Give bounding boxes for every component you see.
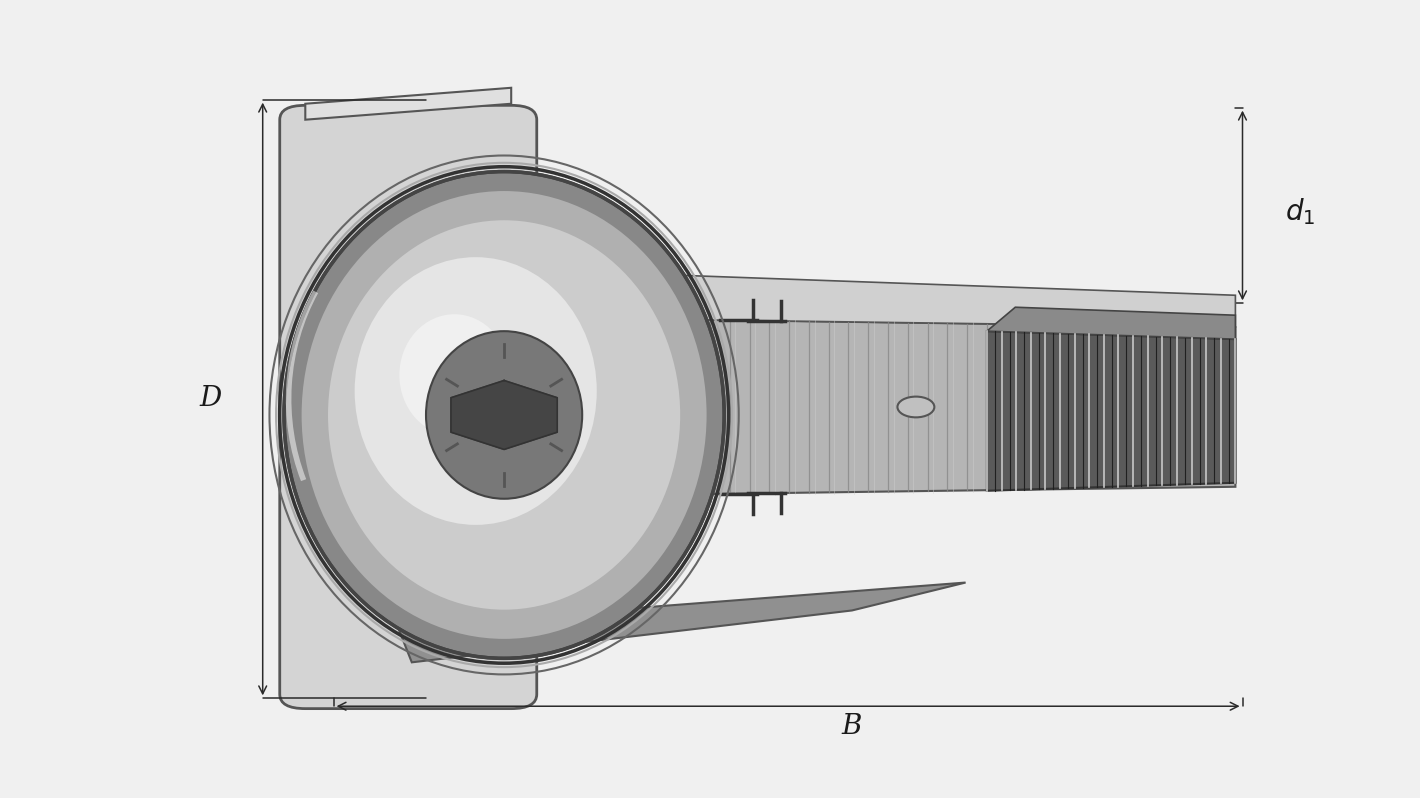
Ellipse shape [399, 314, 510, 436]
Ellipse shape [284, 172, 724, 658]
Polygon shape [987, 307, 1235, 339]
Ellipse shape [355, 257, 596, 525]
Polygon shape [987, 331, 1235, 491]
Polygon shape [452, 381, 557, 449]
Ellipse shape [301, 191, 707, 639]
Polygon shape [571, 271, 1235, 327]
Text: $d_1$: $d_1$ [1285, 196, 1315, 227]
Ellipse shape [328, 220, 680, 610]
FancyBboxPatch shape [280, 105, 537, 709]
Ellipse shape [426, 331, 582, 499]
Text: D: D [199, 385, 222, 413]
Circle shape [897, 397, 934, 417]
Polygon shape [653, 319, 1235, 495]
Polygon shape [305, 88, 511, 120]
Text: B: B [842, 713, 862, 740]
Polygon shape [398, 583, 966, 662]
